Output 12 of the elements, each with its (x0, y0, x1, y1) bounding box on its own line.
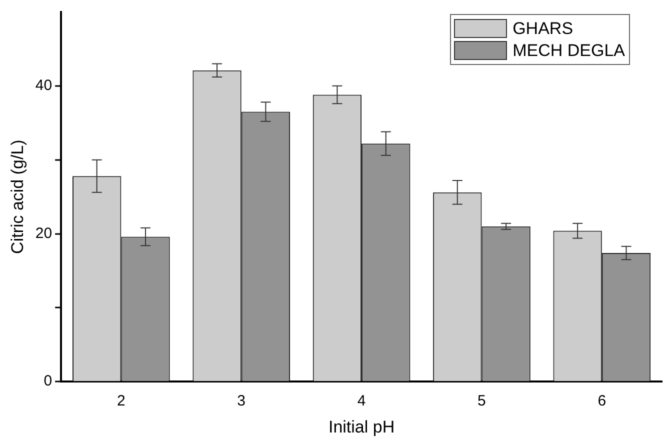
y-tick-label: 20 (35, 224, 52, 242)
legend-label: MECH DEGLA (512, 40, 625, 61)
x-tick-label: 2 (117, 392, 126, 410)
y-tick-label: 0 (44, 372, 52, 390)
legend-label: GHARS (512, 18, 574, 39)
x-tick-label: 3 (237, 392, 246, 410)
x-tick-label: 4 (357, 392, 366, 410)
x-tick-label: 5 (478, 392, 486, 410)
x-axis-title: Initial pH (328, 417, 395, 436)
y-axis-title: Citric acid (g/L) (8, 140, 27, 254)
x-tick-label: 6 (598, 392, 606, 410)
y-tick-label: 40 (35, 77, 52, 94)
